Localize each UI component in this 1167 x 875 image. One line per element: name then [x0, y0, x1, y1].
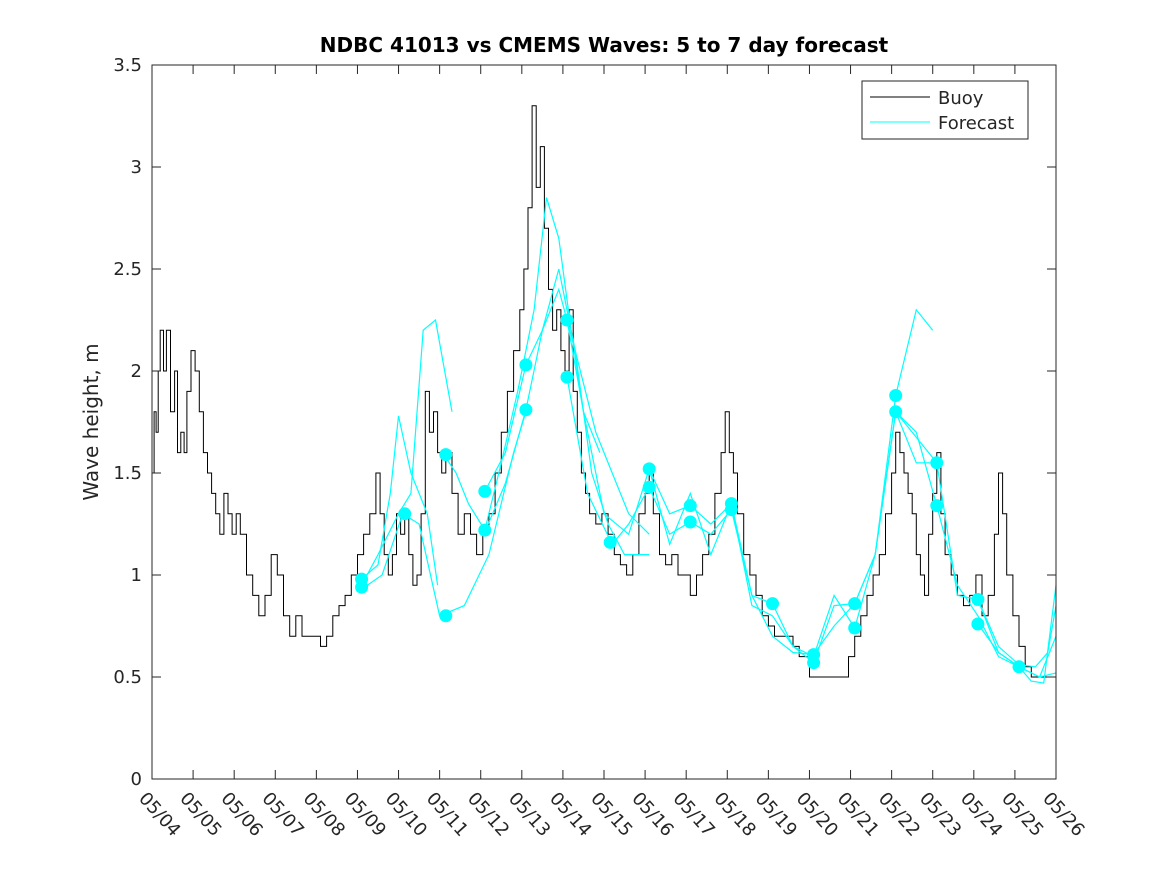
legend: Buoy Forecast [861, 80, 1029, 140]
forecast-marker-9 [560, 313, 574, 327]
x-tick-label-9: 05/13 [504, 788, 554, 841]
forecast-run-line-13 [977, 599, 1057, 668]
y-axis: 0 0.5 1 1.5 2 2.5 3 3.5 [113, 55, 1056, 790]
x-tick-label-10: 05/14 [545, 788, 595, 841]
forecast-marker-11 [603, 535, 617, 549]
x-tick-label-18: 05/22 [874, 788, 924, 841]
x-tick-label-0: 05/04 [134, 788, 184, 841]
x-tick-label-15: 05/19 [751, 788, 801, 841]
forecast-run-line-1 [361, 415, 439, 586]
x-tick-label-6: 05/10 [381, 788, 431, 841]
forecast-marker-27 [971, 593, 985, 606]
forecast-marker-22 [848, 621, 862, 635]
y-tick-label-0: 0 [131, 769, 142, 790]
x-tick-label-19: 05/23 [915, 788, 965, 841]
forecast-run-line-12 [977, 585, 1057, 684]
x-tick-label-16: 05/20 [792, 788, 842, 841]
forecast-marker-4 [439, 609, 453, 623]
y-tick-label-2: 1 [131, 565, 142, 586]
legend-label-forecast: Forecast [938, 113, 1014, 134]
forecast-marker-5 [478, 484, 492, 498]
legend-box [861, 80, 1029, 140]
y-tick-label-4: 2 [131, 361, 142, 382]
forecast-marker-7 [519, 358, 533, 372]
x-tick-label-7: 05/11 [422, 788, 472, 841]
x-tick-label-3: 05/07 [258, 788, 308, 841]
forecast-marker-13 [642, 480, 656, 494]
forecast-marker-23 [889, 389, 903, 402]
x-tick-label-14: 05/18 [710, 788, 760, 841]
legend-label-buoy: Buoy [938, 88, 984, 109]
forecast-marker-18 [766, 597, 779, 611]
x-tick-label-22: 05/26 [1038, 788, 1088, 841]
forecast-marker-25 [930, 456, 944, 470]
y-axis-label: Wave height, m [79, 343, 103, 500]
forecast-marker-26 [930, 499, 944, 513]
y-tick-label-1: 0.5 [113, 667, 142, 688]
forecast-marker-17 [724, 503, 738, 517]
forecast-marker-14 [683, 499, 697, 513]
chart-title: NDBC 41013 vs CMEMS Waves: 5 to 7 day fo… [320, 33, 889, 57]
x-tick-label-2: 05/06 [216, 788, 266, 841]
x-tick-label-4: 05/08 [299, 788, 349, 841]
forecast-marker-1 [355, 580, 369, 594]
x-tick-label-13: 05/17 [668, 788, 718, 841]
y-tick-label-6: 3 [131, 157, 142, 178]
forecast-run-line-0 [361, 318, 453, 586]
forecast-markers [355, 313, 1026, 674]
forecast-marker-28 [971, 617, 985, 631]
forecast-marker-29 [1012, 660, 1026, 674]
x-tick-label-1: 05/05 [175, 788, 225, 841]
forecast-marker-3 [439, 448, 453, 462]
forecast-marker-21 [848, 597, 862, 611]
x-tick-label-12: 05/16 [627, 788, 677, 841]
forecast-marker-10 [560, 370, 574, 384]
forecast-marker-12 [642, 462, 656, 476]
forecast-marker-15 [683, 515, 697, 529]
forecast-marker-8 [519, 403, 533, 417]
y-tick-label-5: 2.5 [113, 259, 142, 280]
x-tick-label-17: 05/21 [833, 788, 883, 841]
plot-area [152, 65, 1056, 779]
y-tick-label-3: 1.5 [113, 463, 142, 484]
forecast-marker-6 [478, 523, 492, 537]
forecast-marker-2 [398, 507, 412, 521]
x-tick-label-11: 05/15 [586, 788, 636, 841]
y-tick-label-7: 3.5 [113, 55, 142, 76]
x-tick-label-8: 05/12 [463, 788, 513, 841]
forecast-marker-20 [807, 656, 821, 670]
x-tick-label-21: 05/25 [997, 788, 1047, 841]
x-tick-label-5: 05/09 [340, 788, 390, 841]
x-tick-label-20: 05/24 [956, 788, 1006, 841]
buoy-series-line [152, 105, 1056, 678]
forecast-marker-24 [889, 405, 903, 419]
